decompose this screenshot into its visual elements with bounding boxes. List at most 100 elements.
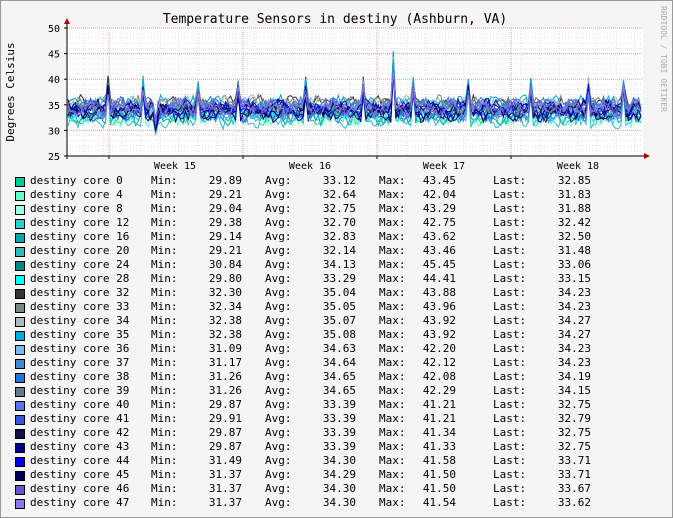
legend-max-label: Max:	[379, 202, 406, 215]
legend-max-value: 43.62	[422, 230, 456, 243]
legend-min-label: Min:	[151, 342, 178, 355]
legend-swatch	[15, 387, 25, 397]
legend-min-value: 29.89	[208, 174, 242, 187]
legend-min-label: Min:	[151, 356, 178, 369]
legend-avg-label: Avg:	[265, 342, 292, 355]
y-axis-label: Degrees Celsius	[4, 42, 17, 141]
legend-last-label: Last:	[493, 202, 527, 215]
legend-swatch	[15, 233, 25, 243]
legend-series-name: destiny core 41	[30, 412, 130, 425]
y-tick-label: 45	[48, 50, 60, 61]
legend-swatch	[15, 499, 25, 509]
y-tick-label: 50	[48, 24, 60, 35]
legend-min-value: 31.26	[208, 370, 242, 383]
legend-avg-label: Avg:	[265, 188, 292, 201]
legend-max-label: Max:	[379, 216, 406, 229]
legend-min-value: 29.87	[208, 398, 242, 411]
legend-max-label: Max:	[379, 342, 406, 355]
legend-last-value: 34.27	[557, 314, 591, 327]
legend-last-label: Last:	[493, 174, 527, 187]
y-tick-label: 40	[48, 75, 60, 86]
legend-avg-value: 35.05	[322, 300, 356, 313]
legend-min-value: 32.38	[208, 328, 242, 341]
legend-series-name: destiny core 45	[30, 468, 130, 481]
legend-series-name: destiny core 16	[30, 230, 130, 243]
legend-min-label: Min:	[151, 370, 178, 383]
legend-series-name: destiny core 12	[30, 216, 130, 229]
legend-max-label: Max:	[379, 482, 406, 495]
legend-avg-label: Avg:	[265, 314, 292, 327]
y-tick-label: 25	[48, 152, 60, 163]
legend-last-label: Last:	[493, 300, 527, 313]
legend-avg-value: 33.12	[322, 174, 356, 187]
legend-series-name: destiny core 36	[30, 342, 130, 355]
legend-max-value: 41.21	[422, 398, 456, 411]
legend-avg-label: Avg:	[265, 370, 292, 383]
legend-max-label: Max:	[379, 174, 406, 187]
legend-min-label: Min:	[151, 440, 178, 453]
legend-swatch	[15, 317, 25, 327]
legend-swatch	[15, 429, 25, 439]
legend-max-value: 41.50	[422, 482, 456, 495]
legend-swatch	[15, 443, 25, 453]
legend-avg-label: Avg:	[265, 202, 292, 215]
legend-max-label: Max:	[379, 426, 406, 439]
x-tick-label: Week 16	[289, 161, 331, 172]
legend-swatch	[15, 275, 25, 285]
chart: Temperature Sensors in destiny (Ashburn,…	[4, 6, 668, 172]
legend-last-value: 33.06	[557, 258, 591, 271]
y-axis-arrow	[64, 18, 70, 24]
legend-max-label: Max:	[379, 370, 406, 383]
legend-series-name: destiny core 32	[30, 286, 130, 299]
x-tick-label: Week 18	[557, 161, 599, 172]
legend-series-name: destiny core 38	[30, 370, 130, 383]
legend-min-label: Min:	[151, 244, 178, 257]
legend-last-value: 32.50	[557, 230, 591, 243]
legend-avg-value: 34.30	[322, 482, 356, 495]
legend-avg-label: Avg:	[265, 258, 292, 271]
legend-avg-label: Avg:	[265, 412, 292, 425]
legend-swatch	[15, 401, 25, 411]
legend-last-value: 34.23	[557, 342, 591, 355]
legend-series-name: destiny core 43	[30, 440, 130, 453]
legend-last-label: Last:	[493, 398, 527, 411]
legend-avg-value: 33.39	[322, 412, 356, 425]
x-ticks: Week 15 Week 16 Week 17 Week 18	[108, 156, 599, 172]
legend-swatch	[15, 177, 25, 187]
legend-avg-value: 34.29	[322, 468, 356, 481]
legend-avg-label: Avg:	[265, 356, 292, 369]
legend-avg-label: Avg:	[265, 286, 292, 299]
legend-series-name: destiny core 42	[30, 426, 130, 439]
legend-swatch	[15, 191, 25, 201]
legend-swatch	[15, 345, 25, 355]
legend-last-label: Last:	[493, 384, 527, 397]
y-tick-label: 30	[48, 126, 60, 137]
legend-series-name: destiny core 4	[30, 188, 123, 201]
legend-max-value: 43.46	[422, 244, 456, 257]
legend-last-value: 31.88	[557, 202, 591, 215]
legend-avg-label: Avg:	[265, 328, 292, 341]
legend-swatch	[15, 219, 25, 229]
legend-min-value: 31.37	[208, 496, 242, 509]
legend-avg-value: 35.08	[322, 328, 356, 341]
legend-last-value: 32.85	[557, 174, 591, 187]
legend-max-label: Max:	[379, 188, 406, 201]
legend-last-label: Last:	[493, 356, 527, 369]
legend-series-name: destiny core 28	[30, 272, 130, 285]
legend-max-label: Max:	[379, 468, 406, 481]
legend-swatch	[15, 261, 25, 271]
axes	[64, 18, 650, 159]
legend-min-value: 29.21	[208, 188, 242, 201]
legend-avg-label: Avg:	[265, 454, 292, 467]
legend-avg-label: Avg:	[265, 468, 292, 481]
legend-max-label: Max:	[379, 314, 406, 327]
legend-swatch	[15, 471, 25, 481]
series-line	[67, 71, 642, 124]
legend-min-label: Min:	[151, 314, 178, 327]
legend-max-value: 43.29	[422, 202, 456, 215]
legend-series-name: destiny core 35	[30, 328, 130, 341]
legend-last-label: Last:	[493, 230, 527, 243]
legend-last-label: Last:	[493, 244, 527, 257]
legend-min-value: 29.87	[208, 426, 242, 439]
legend-max-value: 43.88	[422, 286, 456, 299]
